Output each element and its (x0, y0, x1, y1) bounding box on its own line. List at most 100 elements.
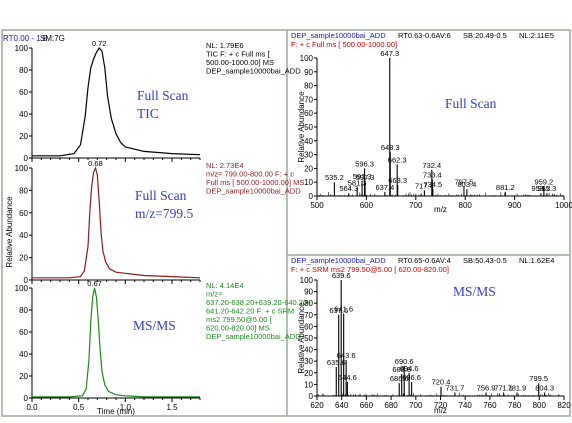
spectrum1-peak-label: 797.5 (455, 177, 474, 186)
spectrum1-y-tick-label: 70 (304, 95, 313, 104)
spectrum1-y-tick-label: 0 (309, 192, 314, 201)
xic-y-tick-label: 40 (19, 231, 28, 240)
spectrum2-peak-label: 635.6 (327, 358, 346, 367)
annotation-xic-line1: Full Scan (135, 188, 187, 203)
srm-info-line: ms2 799.50@5.00 [ (206, 315, 272, 324)
spectrum1-peak-label: 637.4 (375, 183, 394, 192)
srm-y-tick-label: 40 (19, 350, 28, 359)
spectrum1-x-tick-label: 500 (310, 201, 324, 210)
spectrum2-x-tick-label: 700 (409, 401, 423, 410)
spectrum1-peak-label: 591.3 (353, 172, 372, 181)
spectrum1-peak-label: 803.4 (457, 180, 476, 189)
spectrum1-y-tick-label: 50 (304, 123, 313, 132)
spectrum2-peak-label: 688.6 (392, 365, 411, 374)
xic-y-tick-label: 20 (19, 254, 28, 263)
annotation-spectrum1: Full Scan (445, 96, 497, 111)
spectrum1-y-axis-label: Relative Abundance (297, 91, 306, 163)
spectrum2-peak-label: 686.6 (390, 374, 409, 383)
spectrum2-header-nl: NL:1.62E4 (519, 256, 554, 265)
spectrum1-peak-label: 733.4 (423, 170, 442, 179)
spectrum1-y-tick-label: 20 (304, 164, 313, 173)
spectrum1-header-rt: RT0.63-0.6AV:6 (398, 31, 451, 40)
srm-info-line: DEP_sample10000bai_ADD (206, 332, 301, 341)
spectrum1-y-tick-label: 100 (300, 54, 314, 63)
tic-y-tick-label: 40 (19, 110, 28, 119)
spectrum2-x-tick-label: 660 (360, 401, 374, 410)
spectrum1-x-axis-label: m/z (434, 205, 447, 214)
spectrum2-peak-label: 804.3 (535, 384, 554, 393)
spectrum1-peak-label: 564.3 (339, 184, 358, 193)
spectrum1-header: DEP_sample10000bai_ADD (291, 31, 386, 40)
spectrum2-y-tick-label: 90 (304, 288, 313, 297)
spectrum1-y-tick-label: 10 (304, 178, 313, 187)
srm-info-line: 637.20-638.20+639.20-640.20+ (206, 298, 312, 307)
spectrum2-peak-label: 799.5 (529, 374, 548, 383)
spectrum1-peak-label: 596.3 (355, 159, 374, 168)
spectrum2-y-tick-label: 50 (304, 334, 313, 343)
spectrum1-x-tick-label: 600 (360, 201, 374, 210)
spectrum2-y-tick-label: 60 (304, 322, 313, 331)
spectrum1-peak-label: 732.4 (422, 161, 441, 170)
xic-y-tick-label: 60 (19, 209, 28, 218)
spectrum2-peak-label: 639.6 (332, 271, 351, 280)
tic-info-line: 500.00-1000.00] MS (206, 58, 274, 67)
spectrum2-y-axis-label: Relative Abundance (297, 302, 306, 374)
tic-y-tick-label: 100 (15, 44, 29, 53)
spectrum2-peak-label: 771.1 (494, 384, 513, 393)
spectrum1-peak-label: 662.3 (388, 155, 407, 164)
spectrum2-header-rt: RT0.65-0.6AV:4 (398, 256, 451, 265)
xic-info-line: NL: 2.73E4 (206, 161, 244, 170)
spectrum1-peak-label: 535.2 (325, 173, 344, 182)
srm-y-tick-label: 80 (19, 306, 28, 315)
tic-y-tick-label: 80 (19, 66, 28, 75)
spectrum1-peak-label: 881.2 (496, 183, 515, 192)
spectrum2-peak-label: 637.6 (329, 306, 348, 315)
spectrum1-peak-label: 648.3 (381, 143, 400, 152)
srm-x-tick-label: 0.5 (73, 403, 85, 412)
figure-border (1, 29, 571, 417)
xic-info-line: DEP_sample10000bai_ADD (206, 187, 301, 196)
spectrum2-peak-label: 720.4 (432, 378, 451, 387)
tic-info-line: TIC F: + c Full ms [ (206, 50, 270, 59)
spectrum1-peak-label: 717.4 (415, 181, 434, 190)
spectrum2-x-axis-label: m/z (434, 406, 447, 415)
annotation-xic-line2: m/z=799.5 (135, 206, 193, 221)
spectrum1-y-tick-label: 40 (304, 137, 313, 146)
xic-y-tick-label: 100 (15, 164, 29, 173)
spectrum1-y-tick-label: 80 (304, 82, 313, 91)
tic-peak-label: 0.72 (92, 39, 107, 48)
chromatogram-y-axis-label: Relative Abundance (5, 196, 14, 268)
header-rt-range: RT0.00 - 1.8 (3, 34, 48, 43)
spectrum2-filter: F: + c SRM ms2 799.50@5.00 [ 620.00-820.… (291, 265, 449, 274)
annotation-srm: MS/MS (133, 318, 176, 333)
spectrum1-y-tick-label: 60 (304, 109, 313, 118)
spectrum2-peak-label: 644.6 (338, 373, 357, 382)
spectrum2-peak-label: 694.6 (400, 364, 419, 373)
srm-y-tick-label: 20 (19, 372, 28, 381)
tic-info-line: DEP_sample10000bai_ADD (206, 67, 301, 76)
spectrum1-x-tick-label: 700 (409, 201, 423, 210)
xic-trace (32, 166, 201, 279)
spectrum1-peak-label: 953.2 (531, 184, 550, 193)
spectrum2-peak-label: 643.6 (337, 351, 356, 360)
xic-info-line: m/z= 799.00-800.00 F: + c (206, 170, 294, 179)
spectrum1-filter: F: + c Full ms [ 500.00-1000.00] (291, 40, 397, 49)
spectrum2-x-tick-label: 780 (508, 401, 522, 410)
srm-x-tick-label: 1.0 (120, 403, 132, 412)
spectrum1-peak-label: 581.3 (348, 179, 367, 188)
spectrum1-y-tick-label: 30 (304, 151, 313, 160)
srm-x-tick-label: 0.0 (26, 403, 38, 412)
spectrum2-peak-label: 781.9 (508, 384, 527, 393)
srm-peak-label: 0.67 (87, 279, 102, 288)
srm-y-tick-label: 100 (15, 284, 29, 293)
spectrum1-peak-label: 734.5 (423, 180, 442, 189)
srm-info-line: NL: 4.14E4 (206, 281, 244, 290)
header-sm: SM:7G (40, 34, 65, 43)
tic-y-tick-label: 0 (24, 154, 29, 163)
spectrum2-x-tick-label: 620 (310, 401, 324, 410)
spectrum2-y-tick-label: 30 (304, 357, 313, 366)
spectrum2-x-tick-label: 820 (557, 401, 571, 410)
spectrum2-x-tick-label: 740 (459, 401, 473, 410)
tic-y-tick-label: 60 (19, 88, 28, 97)
